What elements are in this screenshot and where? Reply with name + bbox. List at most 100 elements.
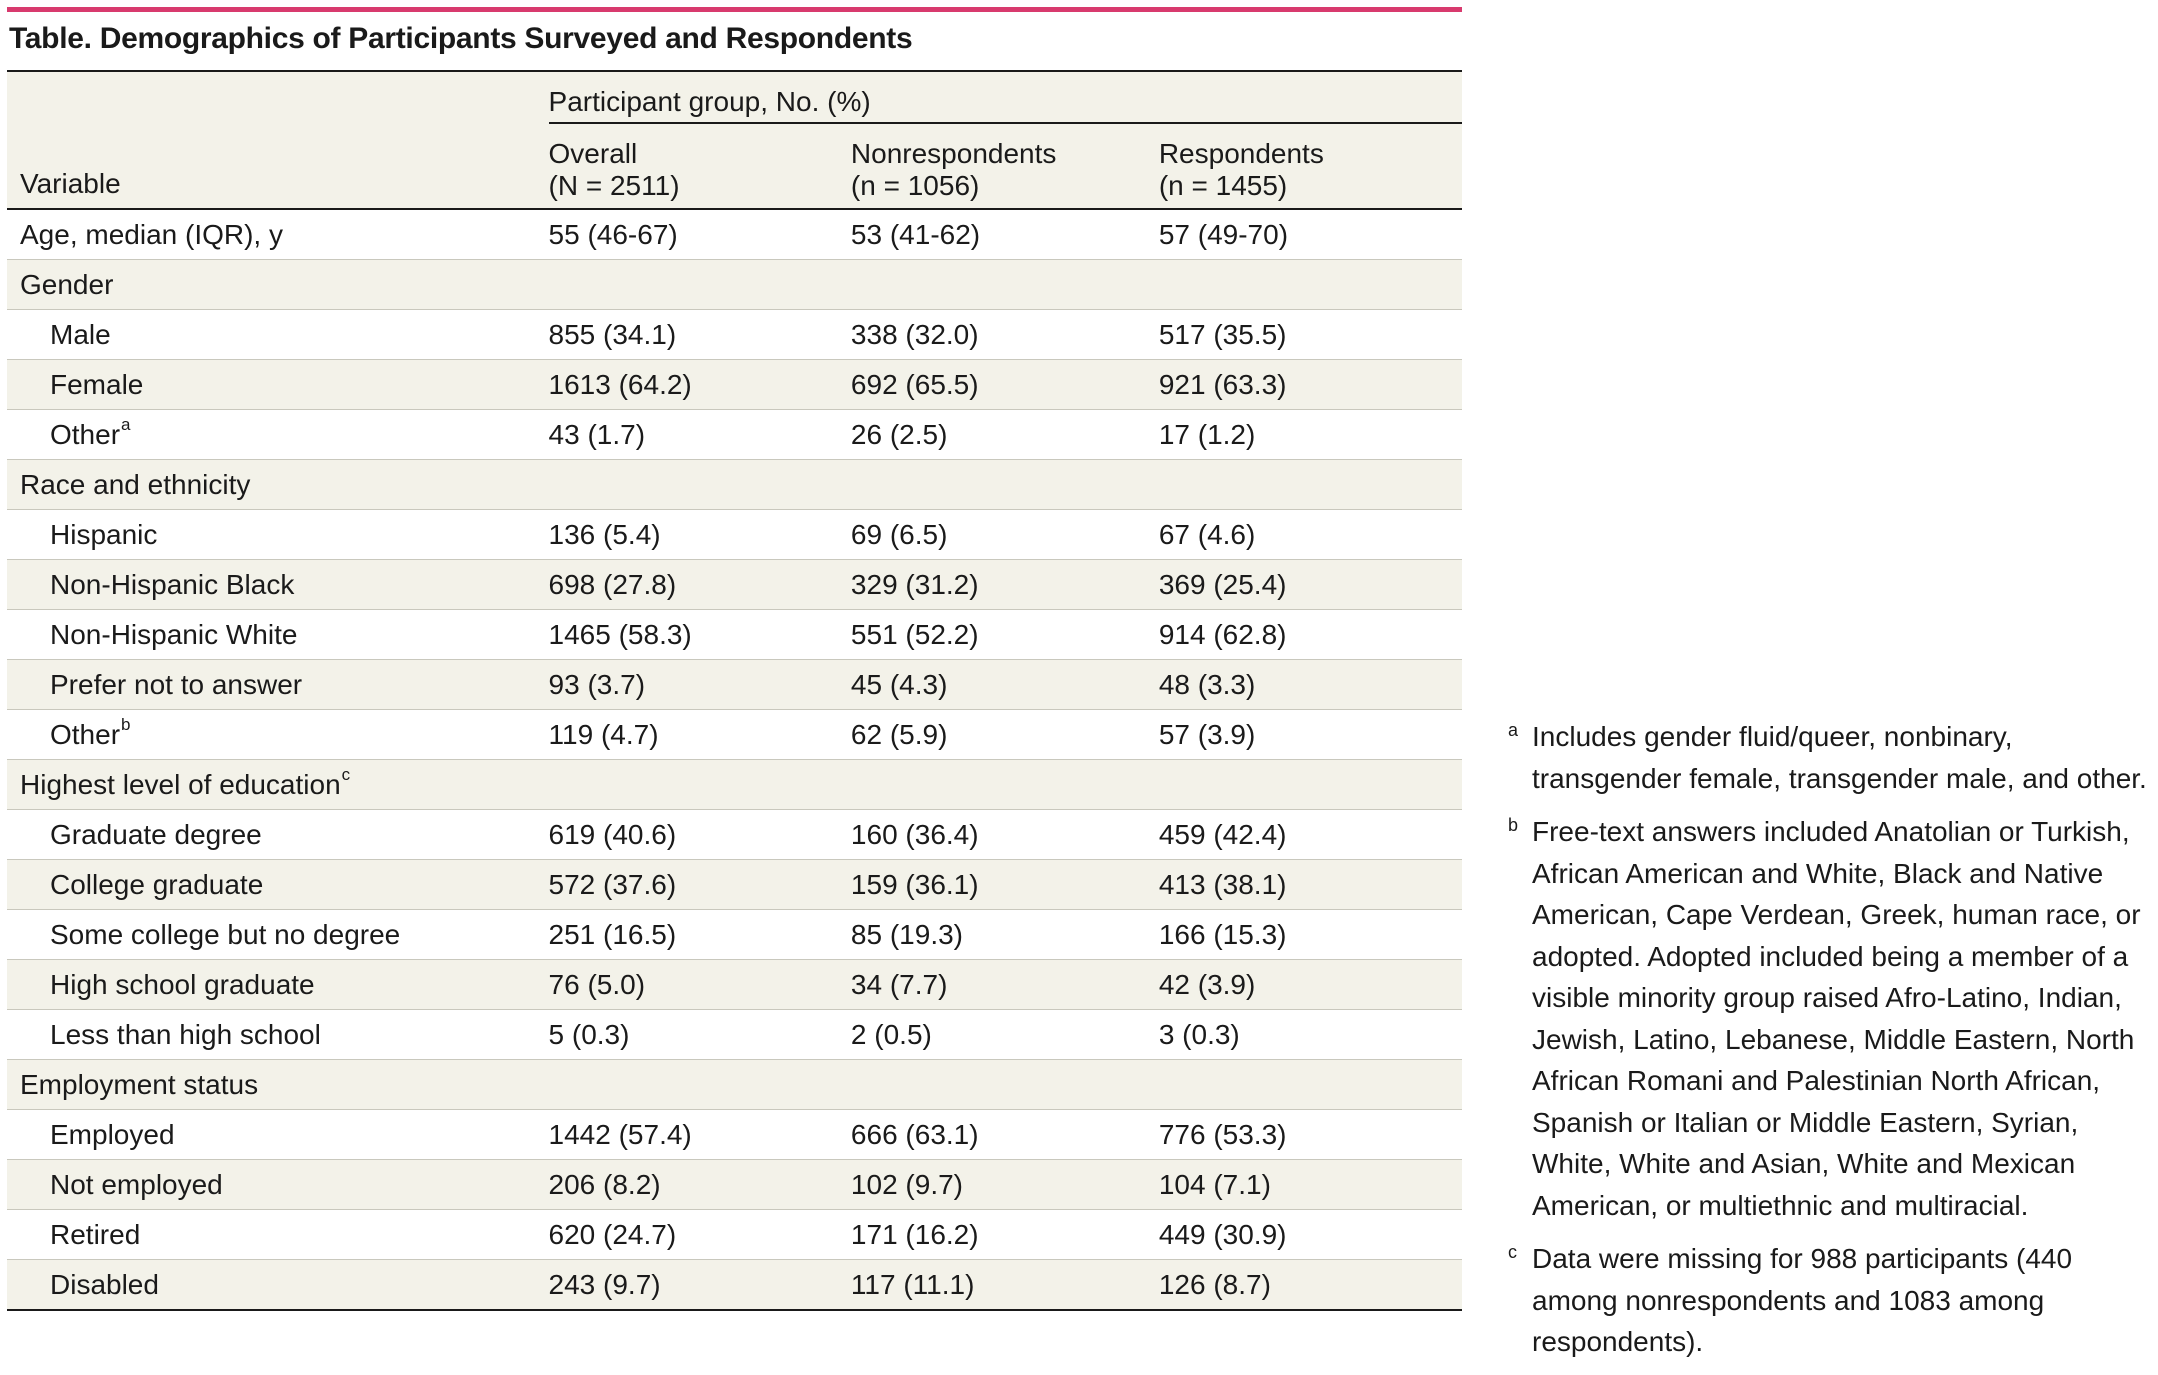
cell-overall: 93 (3.7): [548, 659, 851, 710]
row-label: Graduate degree: [7, 809, 549, 860]
row-label: Female: [7, 359, 549, 410]
cell-nonrespondents: 85 (19.3): [850, 909, 1159, 960]
row-label: Age, median (IQR), y: [7, 209, 549, 260]
cell-nonrespondents: 62 (5.9): [850, 709, 1159, 760]
cell-overall: 698 (27.8): [548, 559, 851, 610]
column-header-n: (N = 2511): [548, 170, 680, 201]
row-label: High school graduate: [7, 959, 549, 1010]
cell-respondents: 57 (49-70): [1158, 209, 1462, 260]
footnote-ref-a: a: [121, 414, 131, 434]
row-label: Some college but no degree: [7, 909, 549, 960]
cell-overall: 1613 (64.2): [548, 359, 851, 410]
cell-overall: 1442 (57.4): [548, 1109, 851, 1160]
cell-nonrespondents: 26 (2.5): [850, 409, 1159, 460]
cell-respondents: 517 (35.5): [1158, 309, 1462, 360]
table-row: Non-Hispanic Black 698 (27.8) 329 (31.2)…: [7, 559, 1462, 610]
table-section-row: Employment status: [7, 1059, 1462, 1110]
footnote-mark: c: [1508, 1242, 1517, 1262]
group-header-label: Participant group, No. (%): [548, 86, 1462, 124]
column-header-nonrespondents: Nonrespondents (n = 1056): [850, 128, 1159, 210]
row-label: Prefer not to answer: [7, 659, 549, 710]
cell-overall: 243 (9.7): [548, 1259, 851, 1311]
row-label: Otherb: [7, 709, 549, 760]
cell-respondents: 42 (3.9): [1158, 959, 1462, 1010]
footnote-mark: a: [1508, 720, 1519, 740]
cell-overall: 1465 (58.3): [548, 609, 851, 660]
cell-nonrespondents: 551 (52.2): [850, 609, 1159, 660]
table-row: Less than high school 5 (0.3) 2 (0.5) 3 …: [7, 1009, 1462, 1060]
cell-respondents: 67 (4.6): [1158, 509, 1462, 560]
row-label: Not employed: [7, 1159, 549, 1210]
cell-nonrespondents: 666 (63.1): [850, 1109, 1159, 1160]
footnote-text: Data were missing for 988 participants (…: [1532, 1243, 2073, 1357]
footnote-c: c Data were missing for 988 participants…: [1508, 1238, 2158, 1363]
table-row: Employed 1442 (57.4) 666 (63.1) 776 (53.…: [7, 1109, 1462, 1160]
column-header-respondents: Respondents (n = 1455): [1158, 128, 1462, 210]
cell-respondents: 921 (63.3): [1158, 359, 1462, 410]
row-label: College graduate: [7, 859, 549, 910]
cell-respondents: 166 (15.3): [1158, 909, 1462, 960]
cell-overall: 251 (16.5): [548, 909, 851, 960]
row-label: Less than high school: [7, 1009, 549, 1060]
demographics-table-container: Participant group, No. (%) Variable Over…: [7, 70, 1462, 1311]
table-row: Graduate degree 619 (40.6) 160 (36.4) 45…: [7, 809, 1462, 860]
demographics-table: Participant group, No. (%) Variable Over…: [7, 70, 1462, 1311]
cell-respondents: 3 (0.3): [1158, 1009, 1462, 1060]
column-header-name: Overall: [548, 138, 638, 169]
cell-respondents: 126 (8.7): [1158, 1259, 1462, 1311]
table-row: Otherb 119 (4.7) 62 (5.9) 57 (3.9): [7, 709, 1462, 760]
cell-nonrespondents: 2 (0.5): [850, 1009, 1159, 1060]
table-row: Male 855 (34.1) 338 (32.0) 517 (35.5): [7, 309, 1462, 360]
footnotes: a Includes gender fluid/queer, nonbinary…: [1508, 716, 2158, 1375]
column-header-overall: Overall (N = 2511): [548, 128, 851, 210]
cell-respondents: 413 (38.1): [1158, 859, 1462, 910]
cell-overall: 855 (34.1): [548, 309, 851, 360]
cell-nonrespondents: 53 (41-62): [850, 209, 1159, 260]
column-header-name: Nonrespondents: [850, 138, 1057, 169]
cell-nonrespondents: 692 (65.5): [850, 359, 1159, 410]
cell-overall: 620 (24.7): [548, 1209, 851, 1260]
cell-nonrespondents: 160 (36.4): [850, 809, 1159, 860]
table-row: Hispanic 136 (5.4) 69 (6.5) 67 (4.6): [7, 509, 1462, 560]
row-label: Disabled: [7, 1259, 549, 1311]
cell-nonrespondents: 45 (4.3): [850, 659, 1159, 710]
group-header-cell: Participant group, No. (%): [548, 70, 1462, 128]
cell-overall: 619 (40.6): [548, 809, 851, 860]
cell-respondents: 104 (7.1): [1158, 1159, 1462, 1210]
footnote-text: Includes gender fluid/queer, nonbinary, …: [1532, 721, 2147, 794]
table-row: Prefer not to answer 93 (3.7) 45 (4.3) 4…: [7, 659, 1462, 710]
row-label: Non-Hispanic White: [7, 609, 549, 660]
table-row: High school graduate 76 (5.0) 34 (7.7) 4…: [7, 959, 1462, 1010]
section-label: Gender: [7, 259, 549, 310]
cell-overall: 572 (37.6): [548, 859, 851, 910]
column-header-variable: Variable: [7, 128, 549, 210]
cell-respondents: 459 (42.4): [1158, 809, 1462, 860]
cell-respondents: 48 (3.3): [1158, 659, 1462, 710]
table-row: Retired 620 (24.7) 171 (16.2) 449 (30.9): [7, 1209, 1462, 1260]
cell-nonrespondents: 159 (36.1): [850, 859, 1159, 910]
cell-nonrespondents: 34 (7.7): [850, 959, 1159, 1010]
row-label: Retired: [7, 1209, 549, 1260]
cell-respondents: 914 (62.8): [1158, 609, 1462, 660]
table-title: Table. Demographics of Participants Surv…: [9, 22, 913, 55]
cell-nonrespondents: 171 (16.2): [850, 1209, 1159, 1260]
table-section-row: Gender: [7, 259, 1462, 310]
row-label: Non-Hispanic Black: [7, 559, 549, 610]
column-header-n: (n = 1056): [850, 170, 980, 201]
cell-respondents: 57 (3.9): [1158, 709, 1462, 760]
cell-respondents: 776 (53.3): [1158, 1109, 1462, 1160]
row-label: Male: [7, 309, 549, 360]
title-accent-bar: [7, 7, 1462, 12]
cell-overall: 76 (5.0): [548, 959, 851, 1010]
cell-nonrespondents: 329 (31.2): [850, 559, 1159, 610]
row-label: Employed: [7, 1109, 549, 1160]
footnote-mark: b: [1508, 815, 1519, 835]
table-row: College graduate 572 (37.6) 159 (36.1) 4…: [7, 859, 1462, 910]
cell-overall: 5 (0.3): [548, 1009, 851, 1060]
header-row-columns: Variable Overall (N = 2511) Nonresponden…: [7, 128, 1462, 210]
cell-respondents: 369 (25.4): [1158, 559, 1462, 610]
footnote-text: Free-text answers included Anatolian or …: [1532, 816, 2141, 1221]
footnote-ref-c: c: [341, 764, 351, 784]
table-row: Age, median (IQR), y 55 (46-67) 53 (41-6…: [7, 209, 1462, 260]
row-label: Othera: [7, 409, 549, 460]
